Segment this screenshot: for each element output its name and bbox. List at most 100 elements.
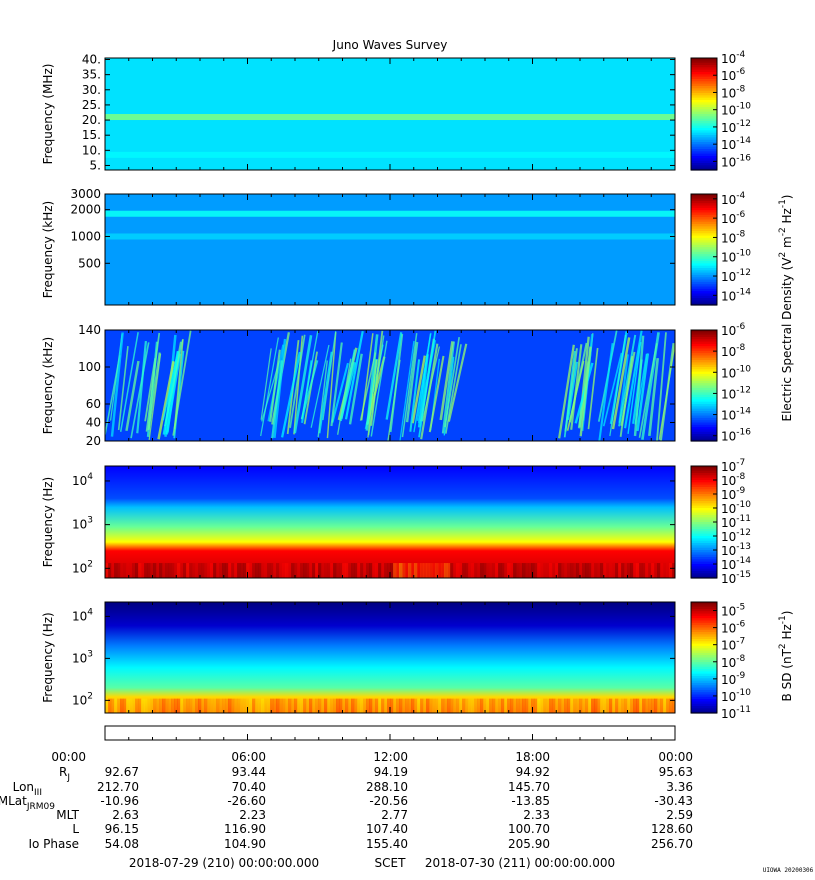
colorbar-swatch [691,343,717,347]
colorbar-swatch [691,348,717,352]
spectrogram-column [423,698,427,713]
spectrogram-column [255,563,259,578]
spectrogram [105,194,675,305]
spectrogram-column [306,698,310,713]
spectrogram-column [558,698,562,713]
spectrogram-column [210,698,214,713]
spectrogram-column [519,563,523,578]
spectrogram-column [195,698,199,713]
spectrogram-column [162,563,166,578]
spectrogram-column [654,698,658,713]
spectrogram-column [456,563,460,578]
ephemeris-value: 3.36 [666,780,693,794]
colorbar-swatch [691,274,717,278]
y-tick-label: 104 [72,607,93,623]
emission-streak [147,352,161,431]
emission-streak [633,335,645,437]
colorbar-tick-exponent: -16 [736,428,751,438]
emission-streak [648,357,660,437]
spectrogram-column [486,563,490,578]
spectrogram-column [156,563,160,578]
spectrogram-column [312,563,316,578]
colorbar-swatch [691,701,717,705]
ephemeris-value: -13.85 [511,794,550,808]
y-tick-label: 35. [82,68,101,82]
spectrogram-column [108,698,112,713]
emission-streak [157,361,175,440]
spectrogram-column [321,698,325,713]
emission-streak [399,340,415,441]
spectrogram-column [465,563,469,578]
spectrogram-column [438,563,442,578]
spectrogram-column [534,563,538,578]
emission-streak [300,331,319,420]
spectrogram-column [138,563,142,578]
colorbar-swatch [691,401,717,405]
emission-streak [602,352,623,427]
emission-streak [659,342,675,441]
colorbar-tick-exponent: -4 [736,50,745,60]
spectrogram-column [624,698,628,713]
emission-streak [563,350,576,438]
spectrogram-column [657,563,661,578]
colorbar-swatch [691,350,717,354]
spectrogram [105,466,675,578]
colorbar-swatch [691,371,717,375]
colorbar-tick-exponent: -14 [736,556,751,566]
spectrogram-column [462,563,466,578]
spectrogram-column [621,563,625,578]
emission-streak [418,330,437,438]
colorbar-swatch [691,65,717,68]
spectrogram-column [240,563,244,578]
spectrogram-column [192,563,196,578]
colorbar-tick-exponent: -6 [736,322,745,332]
spectrogram-column [486,698,490,713]
colorbar-swatch [691,522,717,525]
colorbar-swatch [691,508,717,511]
spectrogram-column [516,563,520,578]
spectrogram-column [207,563,211,578]
colorbar-tick-exponent: -8 [736,343,745,353]
spectrogram-column [387,563,391,578]
emission-streak [611,337,631,430]
colorbar-swatch [691,156,717,159]
colorbar-swatch [691,470,717,474]
spectrogram-column [180,698,184,713]
spectrogram-column [117,698,121,713]
emission-streak [271,360,283,439]
spectrogram-column [255,698,259,713]
emission-streak [119,332,139,432]
colorbar-swatch [691,263,717,267]
spectrogram-column [591,698,595,713]
colorbar-swatch [691,466,717,469]
spectrogram-column [588,698,592,713]
spectrogram-column [372,698,376,713]
emission-streak [148,353,162,441]
emission-streak [367,359,378,438]
time-tick-label: 00:00 [51,750,86,764]
colorbar-swatch [691,429,717,433]
spectrogram-column [645,698,649,713]
y-tick-label: 15. [82,128,101,142]
emission-streak [579,346,592,437]
spectrogram-column [585,563,589,578]
colorbar-swatch [691,561,717,565]
spectrogram-column [399,563,403,578]
spectrogram-column [573,563,577,578]
emission-band [105,210,675,217]
colorbar-tick-label: 10-14 [721,287,751,303]
emission-streak [409,359,421,432]
colorbar-swatch [691,240,717,244]
spectrogram-column [111,563,115,578]
spectrogram-column [537,698,541,713]
y-tick-label: 103 [72,516,93,532]
emission-streak [441,341,455,434]
spectrogram-column [570,563,574,578]
colorbar-swatch [691,332,717,336]
spectrogram-column [288,698,292,713]
colorbar-tick-label: 10-11 [721,705,751,721]
colorbar-tick-exponent: -10 [736,102,751,112]
emission-streak [624,330,643,429]
y-axis-label: Frequency (Hz) [41,612,55,703]
